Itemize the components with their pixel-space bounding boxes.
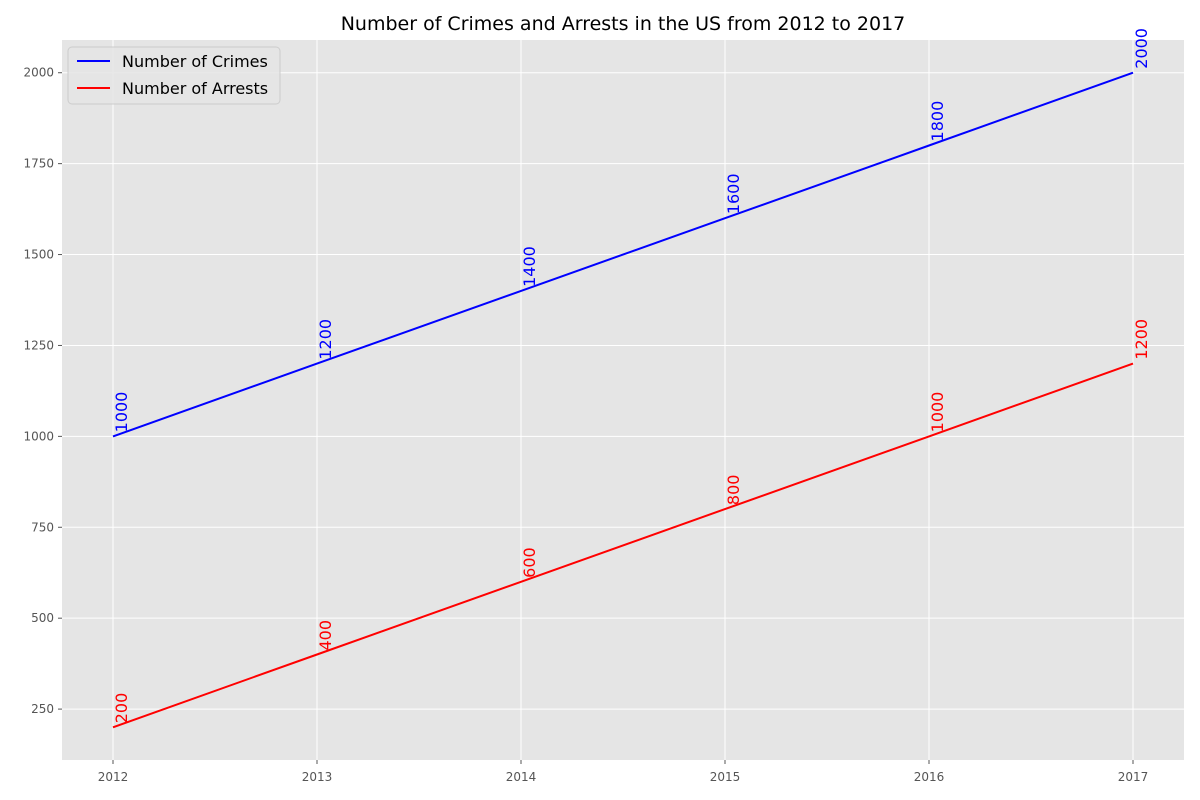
legend-box xyxy=(67,46,281,105)
y-tick-label: 1750 xyxy=(23,157,54,171)
data-label: 1400 xyxy=(520,246,539,287)
data-label: 2000 xyxy=(1132,28,1151,69)
legend-label: Number of Crimes xyxy=(122,52,268,71)
x-tick-label: 2016 xyxy=(914,770,945,784)
x-axis: 2012 2013 2014 2015 2016 2017 xyxy=(98,760,1149,784)
data-labels: 1000 1200 1400 1600 1800 2000 200 400 600 800 1000… xyxy=(112,28,1151,723)
x-tick-label: 2017 xyxy=(1118,770,1149,784)
data-label: 1000 xyxy=(112,392,131,433)
y-axis: 250 500 750 1000 1250 1500 1750 2000 xyxy=(23,66,62,716)
y-tick-label: 1000 xyxy=(23,429,54,443)
y-tick-label: 500 xyxy=(31,611,54,625)
y-tick-label: 1250 xyxy=(23,338,54,352)
y-tick-label: 1500 xyxy=(23,248,54,262)
x-tick-label: 2015 xyxy=(710,770,741,784)
legend-label: Number of Arrests xyxy=(122,79,268,98)
series-layer xyxy=(112,71,1134,729)
data-label: 1200 xyxy=(1132,319,1151,360)
x-tick-label: 2013 xyxy=(302,770,333,784)
data-label: 1800 xyxy=(928,101,947,142)
series-line-1 xyxy=(112,362,1134,729)
grid xyxy=(62,40,1184,760)
plot-area xyxy=(62,40,1184,760)
data-label: 200 xyxy=(112,693,131,724)
x-tick-label: 2014 xyxy=(506,770,537,784)
data-label: 1000 xyxy=(928,392,947,433)
x-tick-label: 2012 xyxy=(98,770,129,784)
legend: Number of Crimes Number of Arrests xyxy=(67,46,281,105)
data-label: 600 xyxy=(520,547,539,578)
y-tick-label: 750 xyxy=(31,520,54,534)
y-tick-label: 250 xyxy=(31,702,54,716)
data-label: 1600 xyxy=(724,173,743,214)
y-tick-label: 2000 xyxy=(23,66,54,80)
chart-title: Number of Crimes and Arrests in the US f… xyxy=(341,13,906,35)
data-label: 1200 xyxy=(316,319,335,360)
series-line-0 xyxy=(112,71,1134,438)
data-label: 400 xyxy=(316,620,335,651)
data-label: 800 xyxy=(724,475,743,506)
